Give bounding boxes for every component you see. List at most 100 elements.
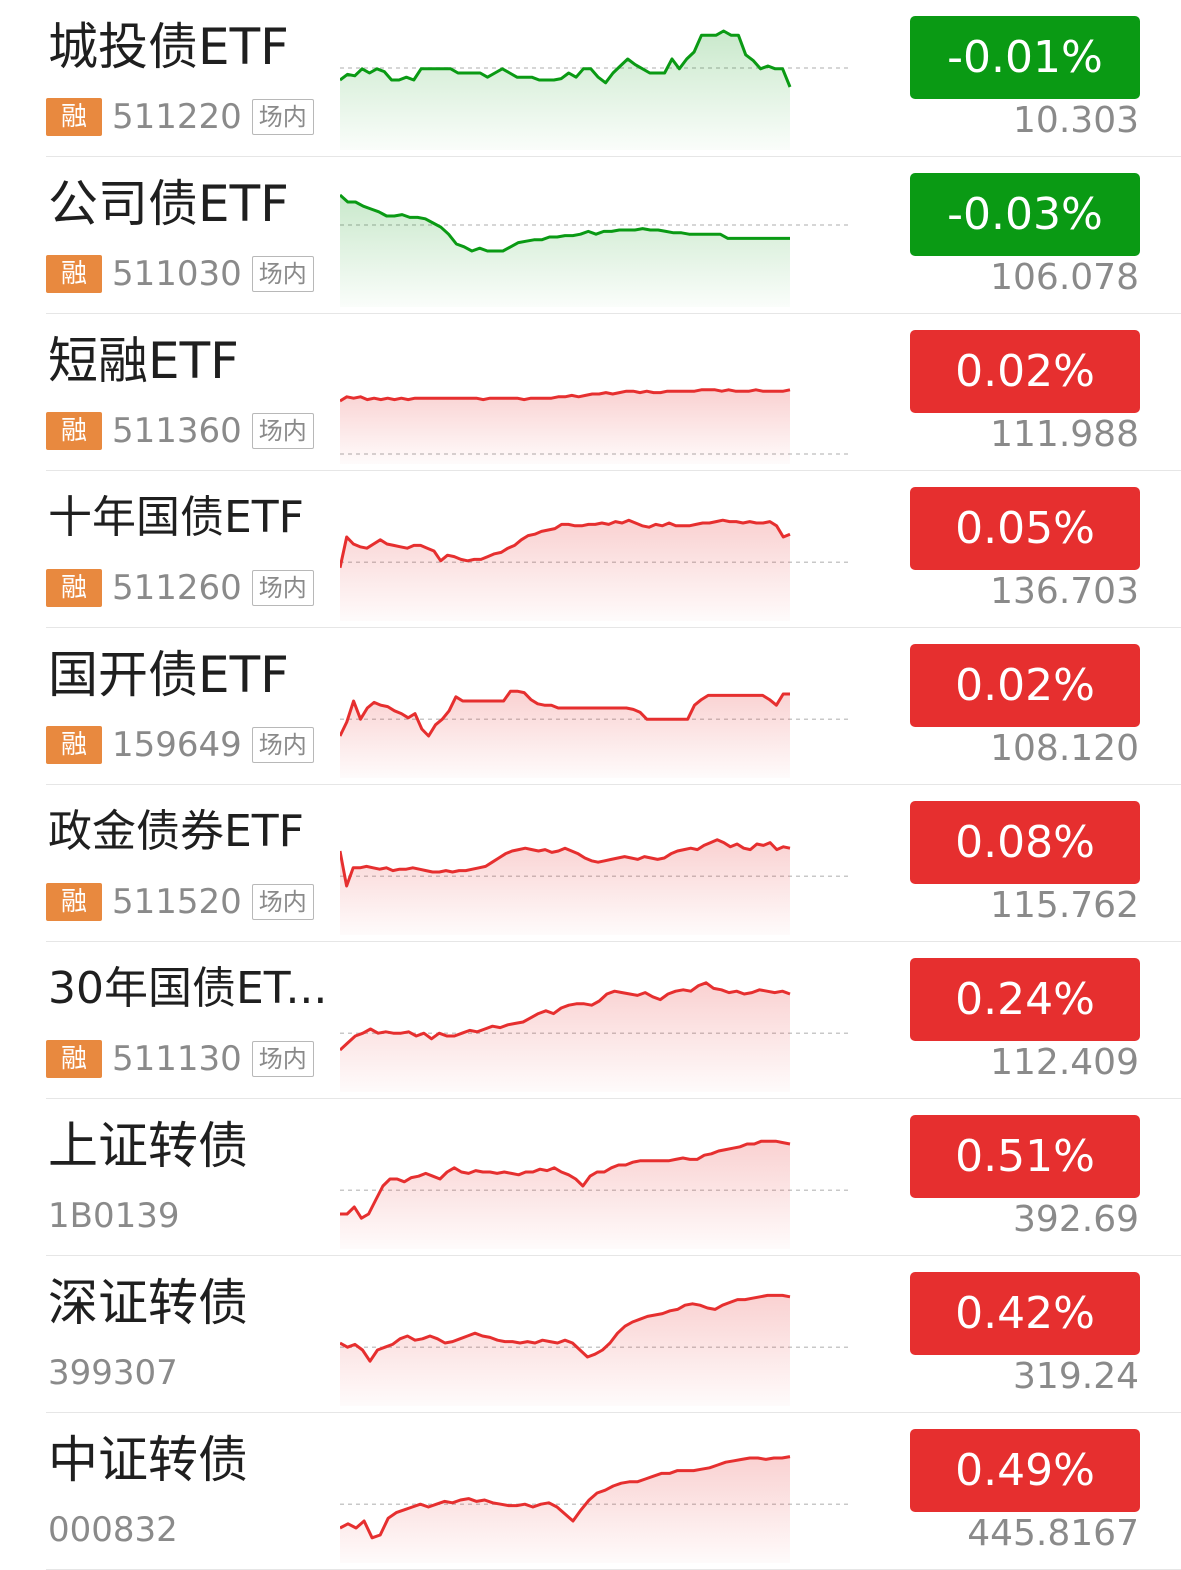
quote-row[interactable]: 公司债ETF 融 511030 场内 -0.03% 106.078 xyxy=(0,157,1181,314)
row-divider xyxy=(46,470,1181,471)
intraday-sparkline xyxy=(340,1139,852,1249)
margin-tag: 融 xyxy=(46,726,102,764)
sparkline-line xyxy=(340,981,791,1052)
sparkline-area xyxy=(340,389,790,464)
venue-tag: 场内 xyxy=(251,99,314,135)
intraday-sparkline xyxy=(340,838,852,935)
security-meta: 融 159649 场内 xyxy=(46,726,314,764)
sparkline-line xyxy=(340,838,791,888)
quote-row[interactable]: 深证转债 399307 0.42% 319.24 xyxy=(0,1256,1181,1413)
security-meta: 融 511220 场内 xyxy=(46,98,314,136)
change-percent-badge[interactable]: -0.01% xyxy=(910,16,1140,99)
sparkline-line xyxy=(340,1293,791,1363)
intraday-sparkline xyxy=(340,689,852,778)
sparkline-area xyxy=(340,982,790,1092)
security-code: 511030 xyxy=(112,254,242,294)
security-code: 000832 xyxy=(48,1510,178,1550)
sparkline-area xyxy=(340,1141,790,1249)
sparkline-line xyxy=(340,193,790,253)
quote-row[interactable]: 城投债ETF 融 511220 场内 -0.01% 10.303 xyxy=(0,0,1181,157)
sparkline-area xyxy=(340,1456,790,1563)
quote-row[interactable]: 十年国债ETF 融 511260 场内 0.05% 136.703 xyxy=(0,471,1181,628)
sparkline-line xyxy=(340,1139,791,1220)
last-price: 108.120 xyxy=(990,728,1139,769)
change-percent-badge[interactable]: -0.03% xyxy=(910,173,1140,256)
intraday-sparkline xyxy=(340,981,852,1092)
security-code: 511130 xyxy=(112,1039,242,1079)
security-code: 511220 xyxy=(112,97,242,137)
security-name: 政金债券ETF xyxy=(48,806,304,857)
security-meta: 1B0139 xyxy=(46,1197,179,1235)
venue-tag: 场内 xyxy=(251,884,314,920)
last-price: 106.078 xyxy=(990,257,1139,298)
sparkline-line xyxy=(340,689,790,738)
row-divider xyxy=(46,627,1181,628)
change-percent-badge[interactable]: 0.42% xyxy=(910,1272,1140,1355)
security-meta: 399307 xyxy=(46,1354,178,1392)
security-name: 深证转债 xyxy=(48,1274,248,1332)
sparkline-line xyxy=(340,1455,791,1540)
change-percent-badge[interactable]: 0.24% xyxy=(910,958,1140,1041)
sparkline-area xyxy=(340,691,790,778)
security-meta: 融 511520 场内 xyxy=(46,883,314,921)
security-code: 1B0139 xyxy=(48,1196,180,1236)
row-divider xyxy=(46,313,1181,314)
margin-tag: 融 xyxy=(46,255,102,293)
intraday-sparkline xyxy=(340,518,852,621)
intraday-sparkline xyxy=(340,29,852,150)
change-percent-badge[interactable]: 0.08% xyxy=(910,801,1140,884)
security-meta: 融 511030 场内 xyxy=(46,255,314,293)
quote-row[interactable]: 上证转债 1B0139 0.51% 392.69 xyxy=(0,1099,1181,1256)
sparkline-line xyxy=(340,29,792,88)
quote-row[interactable]: 国开债ETF 融 159649 场内 0.02% 108.120 xyxy=(0,628,1181,785)
quote-row[interactable]: 30年国债ET... 融 511130 场内 0.24% 112.409 xyxy=(0,942,1181,1099)
security-name: 30年国债ET... xyxy=(48,963,328,1014)
change-percent-badge[interactable]: 0.49% xyxy=(910,1429,1140,1512)
security-code: 511520 xyxy=(112,882,242,922)
security-code: 399307 xyxy=(48,1353,178,1393)
sparkline-area xyxy=(340,839,790,935)
sparkline-line xyxy=(340,388,791,403)
last-price: 445.8167 xyxy=(967,1513,1139,1554)
row-divider xyxy=(46,1098,1181,1099)
venue-tag: 场内 xyxy=(251,413,314,449)
security-meta: 000832 xyxy=(46,1511,178,1549)
last-price: 111.988 xyxy=(990,414,1139,455)
quote-row[interactable]: 中证转债 000832 0.49% 445.8167 xyxy=(0,1413,1181,1570)
change-percent-badge[interactable]: 0.02% xyxy=(910,330,1140,413)
venue-tag: 场内 xyxy=(251,256,314,292)
security-name: 中证转债 xyxy=(48,1431,248,1489)
margin-tag: 融 xyxy=(46,412,102,450)
security-name: 十年国债ETF xyxy=(48,492,304,543)
security-meta: 融 511130 场内 xyxy=(46,1040,314,1078)
sparkline-area xyxy=(340,520,790,621)
row-divider xyxy=(46,1412,1181,1413)
security-code: 511260 xyxy=(112,568,242,608)
row-divider xyxy=(46,941,1181,942)
margin-tag: 融 xyxy=(46,1040,102,1078)
intraday-sparkline xyxy=(340,1293,852,1406)
sparkline-line xyxy=(340,518,791,569)
last-price: 112.409 xyxy=(990,1042,1139,1083)
security-meta: 融 511260 场内 xyxy=(46,569,314,607)
quote-row[interactable]: 短融ETF 融 511360 场内 0.02% 111.988 xyxy=(0,314,1181,471)
margin-tag: 融 xyxy=(46,98,102,136)
change-percent-badge[interactable]: 0.05% xyxy=(910,487,1140,570)
sparkline-area xyxy=(340,31,790,150)
security-name: 公司债ETF xyxy=(48,175,289,233)
venue-tag: 场内 xyxy=(251,570,314,606)
last-price: 115.762 xyxy=(990,885,1139,926)
last-price: 10.303 xyxy=(1013,100,1139,141)
venue-tag: 场内 xyxy=(251,727,314,763)
intraday-sparkline xyxy=(340,1455,852,1563)
quote-row[interactable]: 政金债券ETF 融 511520 场内 0.08% 115.762 xyxy=(0,785,1181,942)
intraday-sparkline xyxy=(340,388,852,464)
security-code: 511360 xyxy=(112,411,242,451)
security-code: 159649 xyxy=(112,725,242,765)
last-price: 392.69 xyxy=(1013,1199,1139,1240)
change-percent-badge[interactable]: 0.51% xyxy=(910,1115,1140,1198)
change-percent-badge[interactable]: 0.02% xyxy=(910,644,1140,727)
sparkline-area xyxy=(340,1295,790,1406)
security-name: 上证转债 xyxy=(48,1117,248,1175)
